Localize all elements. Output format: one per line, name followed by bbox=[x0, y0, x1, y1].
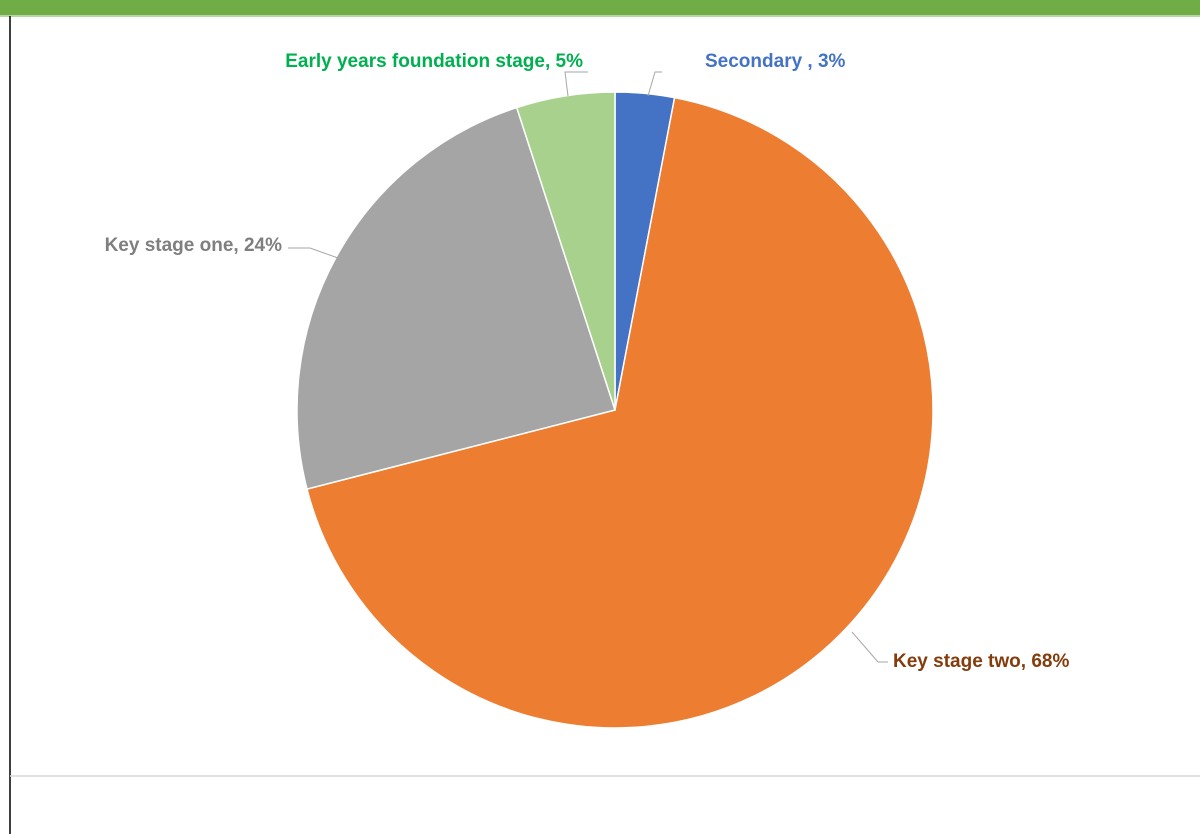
data-label: Key stage two, 68% bbox=[893, 651, 1069, 672]
leader-line bbox=[288, 247, 339, 259]
data-label: Early years foundation stage, 5% bbox=[285, 51, 583, 72]
header-bar bbox=[0, 0, 1200, 15]
leader-line bbox=[564, 71, 588, 97]
pie-slice bbox=[296, 106, 616, 490]
pie-slice bbox=[306, 96, 934, 729]
leader-line bbox=[647, 71, 662, 97]
data-label: Secondary , 3% bbox=[705, 51, 846, 72]
leader-line bbox=[851, 631, 888, 663]
data-label: Key stage one, 24% bbox=[105, 235, 283, 256]
pie-slice bbox=[515, 91, 616, 411]
